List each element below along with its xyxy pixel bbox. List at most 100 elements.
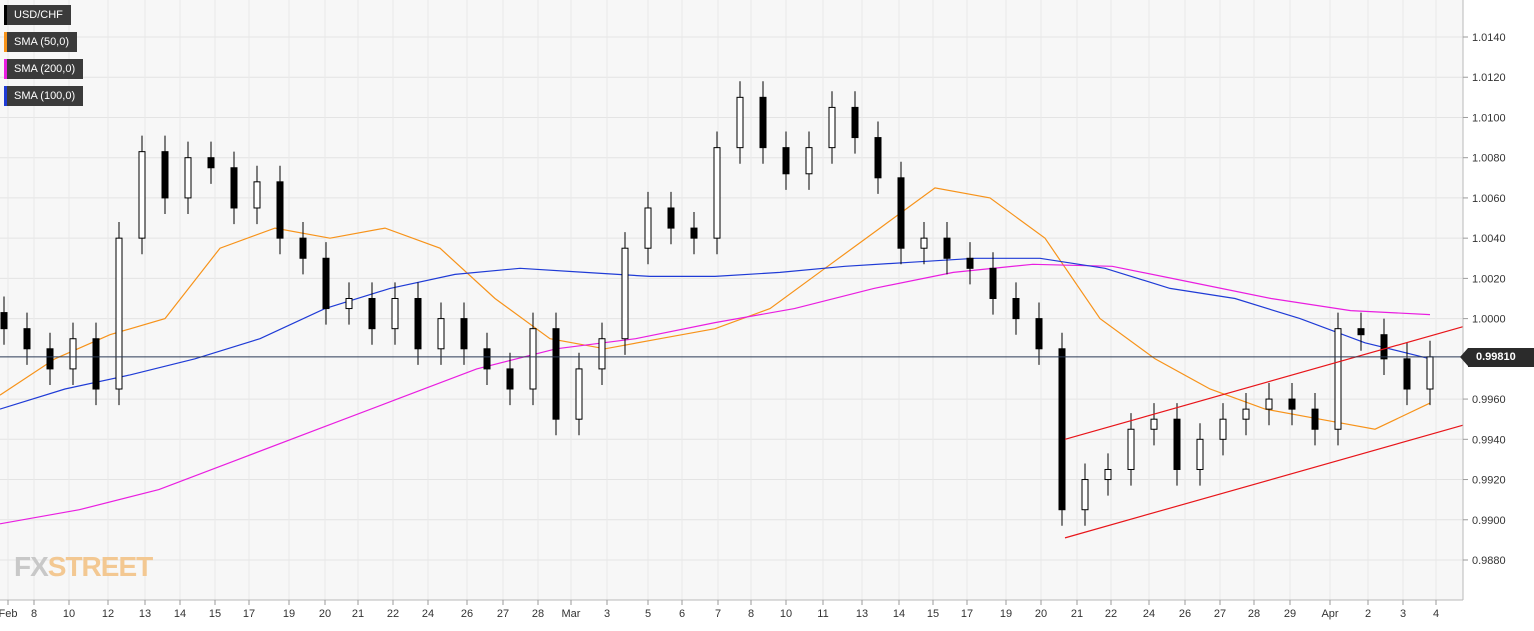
legend-swatch — [4, 32, 7, 52]
candle-body — [943, 237, 951, 259]
x-tick-label: 15 — [927, 608, 939, 620]
candle-body — [989, 267, 997, 300]
candle-body — [1334, 328, 1342, 430]
candle-body — [1035, 318, 1043, 350]
y-tick-label: 1.0100 — [1472, 112, 1506, 124]
candle-body — [92, 338, 100, 390]
plot-background — [0, 0, 1463, 600]
candle-body — [0, 312, 8, 330]
candle-body — [897, 177, 905, 249]
x-tick-label: 14 — [174, 608, 186, 620]
candle-body — [1288, 398, 1296, 410]
candle-body — [1242, 408, 1250, 420]
x-tick-label: 3 — [604, 608, 610, 620]
x-tick-label: 13 — [139, 608, 151, 620]
candle-body — [345, 298, 353, 310]
x-tick-label: Apr — [1321, 608, 1338, 620]
x-tick-label: 21 — [352, 608, 364, 620]
candle-body — [1380, 334, 1388, 360]
legend-label: USD/CHF — [14, 9, 63, 21]
candle-body — [23, 328, 31, 350]
candle-body — [782, 147, 790, 175]
candle-body — [851, 106, 859, 139]
x-tick-label: 12 — [102, 608, 114, 620]
x-tick-label: 10 — [63, 608, 75, 620]
channel-lower-line — [1064, 424, 1464, 539]
candle-body — [1127, 428, 1135, 470]
candle-body — [69, 338, 77, 370]
candle-body — [322, 257, 330, 310]
x-tick-label: 4 — [1433, 608, 1439, 620]
candle-body — [161, 151, 169, 199]
candle-body — [1426, 356, 1434, 390]
y-tick-label: 1.0020 — [1472, 273, 1506, 285]
legend-item-sma-100[interactable]: SMA (100,0) — [4, 86, 84, 106]
x-tick-label: 27 — [1214, 608, 1226, 620]
candle-body — [391, 298, 399, 330]
y-tick-label: 1.0140 — [1472, 32, 1506, 44]
sma-line-500 — [0, 187, 1431, 430]
x-tick-label: 20 — [319, 608, 331, 620]
candle-body — [598, 338, 606, 370]
legend-swatch — [4, 5, 7, 25]
candle-body — [966, 257, 974, 269]
candle-body — [230, 167, 238, 209]
x-tick-label: 28 — [532, 608, 544, 620]
candle-body — [184, 157, 192, 199]
candle-body — [1081, 479, 1089, 511]
candle-body — [253, 181, 261, 209]
legend: USD/CHF SMA (50,0) SMA (200,0) SMA (100,… — [4, 5, 84, 113]
x-tick-label: 15 — [209, 608, 221, 620]
candle-body — [920, 237, 928, 249]
candle-body — [276, 181, 284, 239]
y-tick-label: 0.9880 — [1472, 555, 1506, 567]
legend-item-sma-50[interactable]: SMA (50,0) — [4, 32, 78, 52]
y-tick-label: 0.9900 — [1472, 515, 1506, 527]
x-tick-label: Feb — [0, 608, 17, 620]
legend-label: SMA (200,0) — [14, 63, 76, 75]
x-tick-label: 2 — [1365, 608, 1371, 620]
candle-body — [1196, 438, 1204, 470]
candle-body — [667, 207, 675, 229]
x-tick-label: 21 — [1071, 608, 1083, 620]
candle-body — [1058, 348, 1066, 511]
candle-body — [575, 368, 583, 420]
candle-body — [713, 147, 721, 239]
candle-body — [299, 237, 307, 259]
fxstreet-logo: FXSTREET — [14, 551, 153, 583]
x-tick-label: 26 — [461, 608, 473, 620]
x-tick-label: 19 — [1000, 608, 1012, 620]
candle-body — [1012, 298, 1020, 320]
x-tick-label: 17 — [961, 608, 973, 620]
x-tick-label: 24 — [1143, 608, 1155, 620]
y-tick-label: 1.0040 — [1472, 233, 1506, 245]
candle-body — [138, 151, 146, 239]
y-tick-label: 0.9920 — [1472, 475, 1506, 487]
candle-body — [483, 348, 491, 370]
candle-body — [414, 298, 422, 350]
legend-swatch — [4, 59, 7, 79]
legend-label: SMA (100,0) — [14, 90, 76, 102]
candle-body — [368, 298, 376, 330]
x-tick-label: 24 — [422, 608, 434, 620]
channel-upper-line — [1064, 326, 1464, 440]
candle-body — [621, 247, 629, 340]
candle-body — [759, 96, 767, 149]
candle-body — [1311, 408, 1319, 430]
y-tick-label: 0.9960 — [1472, 394, 1506, 406]
legend-swatch — [4, 86, 7, 106]
x-tick-label: 22 — [1105, 608, 1117, 620]
candle-body — [46, 348, 54, 370]
x-tick-label: Mar — [562, 608, 581, 620]
legend-item-sma-200[interactable]: SMA (200,0) — [4, 59, 84, 79]
x-tick-label: 20 — [1035, 608, 1047, 620]
candle-body — [1104, 468, 1112, 481]
candle-body — [552, 328, 560, 420]
candle-body — [529, 328, 537, 390]
legend-item-usdchf[interactable]: USD/CHF — [4, 5, 71, 25]
candle-body — [1173, 418, 1181, 470]
candle-body — [1357, 328, 1365, 336]
x-tick-label: 17 — [243, 608, 255, 620]
